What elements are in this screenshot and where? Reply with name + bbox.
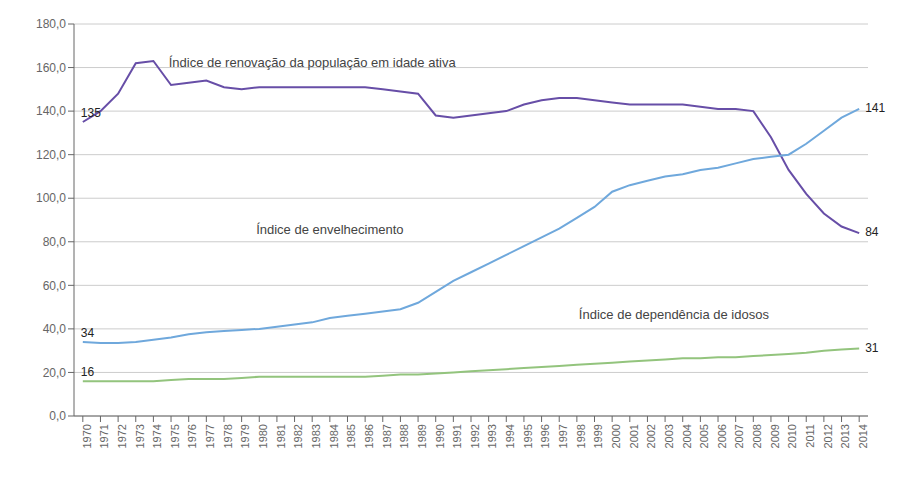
svg-text:1971: 1971 — [98, 424, 110, 448]
svg-text:1976: 1976 — [186, 424, 198, 448]
svg-text:140,0: 140,0 — [36, 104, 66, 118]
svg-text:2010: 2010 — [786, 424, 798, 448]
svg-text:1989: 1989 — [416, 424, 428, 448]
svg-text:1999: 1999 — [592, 424, 604, 448]
svg-text:1985: 1985 — [345, 424, 357, 448]
svg-text:1986: 1986 — [363, 424, 375, 448]
svg-text:40,0: 40,0 — [43, 322, 67, 336]
svg-text:20,0: 20,0 — [43, 366, 67, 380]
svg-text:1970: 1970 — [81, 424, 93, 448]
svg-text:2007: 2007 — [733, 424, 745, 448]
svg-text:120,0: 120,0 — [36, 148, 66, 162]
svg-text:1998: 1998 — [575, 424, 587, 448]
svg-text:1983: 1983 — [310, 424, 322, 448]
svg-text:2005: 2005 — [698, 424, 710, 448]
svg-text:2014: 2014 — [857, 424, 869, 448]
svg-text:84: 84 — [865, 225, 879, 239]
svg-text:2004: 2004 — [681, 424, 693, 448]
svg-text:1988: 1988 — [398, 424, 410, 448]
svg-text:1992: 1992 — [469, 424, 481, 448]
svg-text:2013: 2013 — [839, 424, 851, 448]
svg-text:2012: 2012 — [822, 424, 834, 448]
svg-text:1982: 1982 — [292, 424, 304, 448]
svg-text:141: 141 — [865, 101, 885, 115]
svg-text:2002: 2002 — [645, 424, 657, 448]
svg-text:2011: 2011 — [804, 424, 816, 448]
svg-text:1993: 1993 — [486, 424, 498, 448]
svg-text:80,0: 80,0 — [43, 235, 67, 249]
svg-text:160,0: 160,0 — [36, 61, 66, 75]
svg-text:1984: 1984 — [328, 424, 340, 448]
svg-text:1991: 1991 — [451, 424, 463, 448]
svg-text:34: 34 — [81, 326, 95, 340]
svg-text:100,0: 100,0 — [36, 191, 66, 205]
svg-text:2003: 2003 — [663, 424, 675, 448]
svg-text:1973: 1973 — [134, 424, 146, 448]
svg-text:1980: 1980 — [257, 424, 269, 448]
svg-text:60,0: 60,0 — [43, 279, 67, 293]
svg-text:1972: 1972 — [116, 424, 128, 448]
svg-text:Índice de renovação da populaç: Índice de renovação da população em idad… — [169, 55, 457, 70]
svg-text:1975: 1975 — [169, 424, 181, 448]
svg-text:2000: 2000 — [610, 424, 622, 448]
svg-text:180,0: 180,0 — [36, 17, 66, 31]
svg-text:2009: 2009 — [769, 424, 781, 448]
svg-text:2008: 2008 — [751, 424, 763, 448]
svg-text:1977: 1977 — [204, 424, 216, 448]
svg-text:Índice de envelhecimento: Índice de envelhecimento — [256, 222, 403, 237]
svg-text:1994: 1994 — [504, 424, 516, 448]
svg-text:16: 16 — [81, 365, 95, 379]
svg-text:31: 31 — [865, 341, 879, 355]
svg-text:1997: 1997 — [557, 424, 569, 448]
svg-text:1979: 1979 — [239, 424, 251, 448]
svg-text:1996: 1996 — [539, 424, 551, 448]
svg-text:1990: 1990 — [434, 424, 446, 448]
svg-text:1974: 1974 — [151, 424, 163, 448]
svg-text:2001: 2001 — [628, 424, 640, 448]
svg-text:2006: 2006 — [716, 424, 728, 448]
svg-text:1987: 1987 — [381, 424, 393, 448]
svg-text:Índice de dependência de idoso: Índice de dependência de idosos — [579, 307, 770, 322]
svg-text:1995: 1995 — [522, 424, 534, 448]
svg-text:1978: 1978 — [222, 424, 234, 448]
svg-text:135: 135 — [81, 106, 101, 120]
svg-text:0,0: 0,0 — [49, 409, 66, 423]
svg-text:1981: 1981 — [275, 424, 287, 448]
